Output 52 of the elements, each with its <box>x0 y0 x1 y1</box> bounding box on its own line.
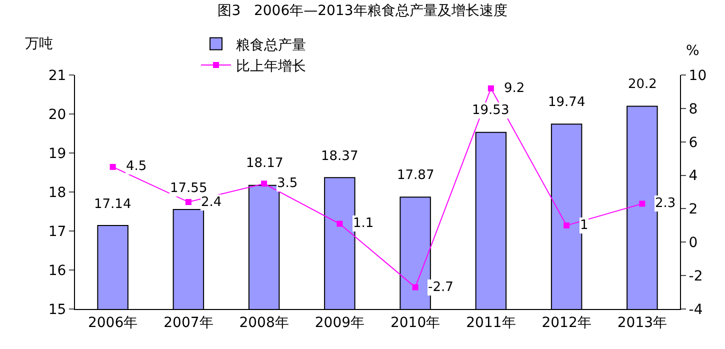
point <box>110 164 116 170</box>
data-label: 4.5 <box>126 159 147 174</box>
y-tick-label: 16 <box>48 262 66 279</box>
data-label: 9.2 <box>504 81 525 96</box>
data-label: 17.14 <box>94 197 132 212</box>
y-tick-label: 20 <box>48 106 66 123</box>
point <box>336 220 343 227</box>
y2-tick-label: 4 <box>688 168 698 184</box>
y-tick-label: 19 <box>48 146 66 162</box>
data-label: 17.87 <box>397 168 434 183</box>
x-tick-label: 2012年 <box>542 314 592 331</box>
x-tick-label: 2009年 <box>314 314 365 331</box>
data-label: 1.1 <box>353 216 374 231</box>
point <box>412 284 418 290</box>
y2-tick-label: 6 <box>688 134 698 151</box>
y2-tick-label: 10 <box>688 68 707 84</box>
data-label: 3.5 <box>277 176 298 191</box>
x-tick-label: 2013年 <box>617 314 668 331</box>
data-label: 20.2 <box>628 77 657 92</box>
point <box>261 180 268 187</box>
data-label: 2.4 <box>201 195 222 210</box>
x-tick-label: 2010年 <box>390 314 440 331</box>
point <box>564 222 570 228</box>
data-label: 17.55 <box>170 181 208 196</box>
y2-tick-label: 8 <box>688 101 698 118</box>
data-label: -2.7 <box>428 280 454 295</box>
y2-tick-label: 2 <box>688 202 698 218</box>
y-tick-label: 18 <box>48 184 66 201</box>
y-axis-title: 万吨 <box>25 36 53 52</box>
y2-tick-label: 0 <box>688 235 698 252</box>
data-label: 18.17 <box>246 156 284 171</box>
legend-label: 粮食总产量 <box>236 37 306 54</box>
point <box>185 199 192 206</box>
data-label: 19.53 <box>472 103 510 118</box>
y2-tick-label: -2 <box>688 268 703 284</box>
point <box>639 200 646 207</box>
x-tick-label: 2007年 <box>164 314 214 331</box>
y2-tick-label: -4 <box>688 302 703 318</box>
x-tick-label: 2011年 <box>466 314 516 331</box>
x-tick-label: 2008年 <box>239 314 289 331</box>
data-label: 1 <box>580 218 588 233</box>
data-label: 2.3 <box>655 196 676 211</box>
y-tick-label: 21 <box>48 68 66 84</box>
x-tick-label: 2006年 <box>88 314 138 331</box>
point <box>488 85 494 92</box>
data-label: 18.37 <box>321 149 358 164</box>
y2-axis-title: % <box>686 43 700 59</box>
chart-title: 图3 2006年—2013年粮食总产量及增长速度 <box>218 3 508 20</box>
y-tick-label: 15 <box>48 302 66 318</box>
data-label: 19.74 <box>548 95 586 110</box>
legend-label: 比上年增长 <box>236 58 306 74</box>
y-tick-label: 17 <box>48 224 66 240</box>
